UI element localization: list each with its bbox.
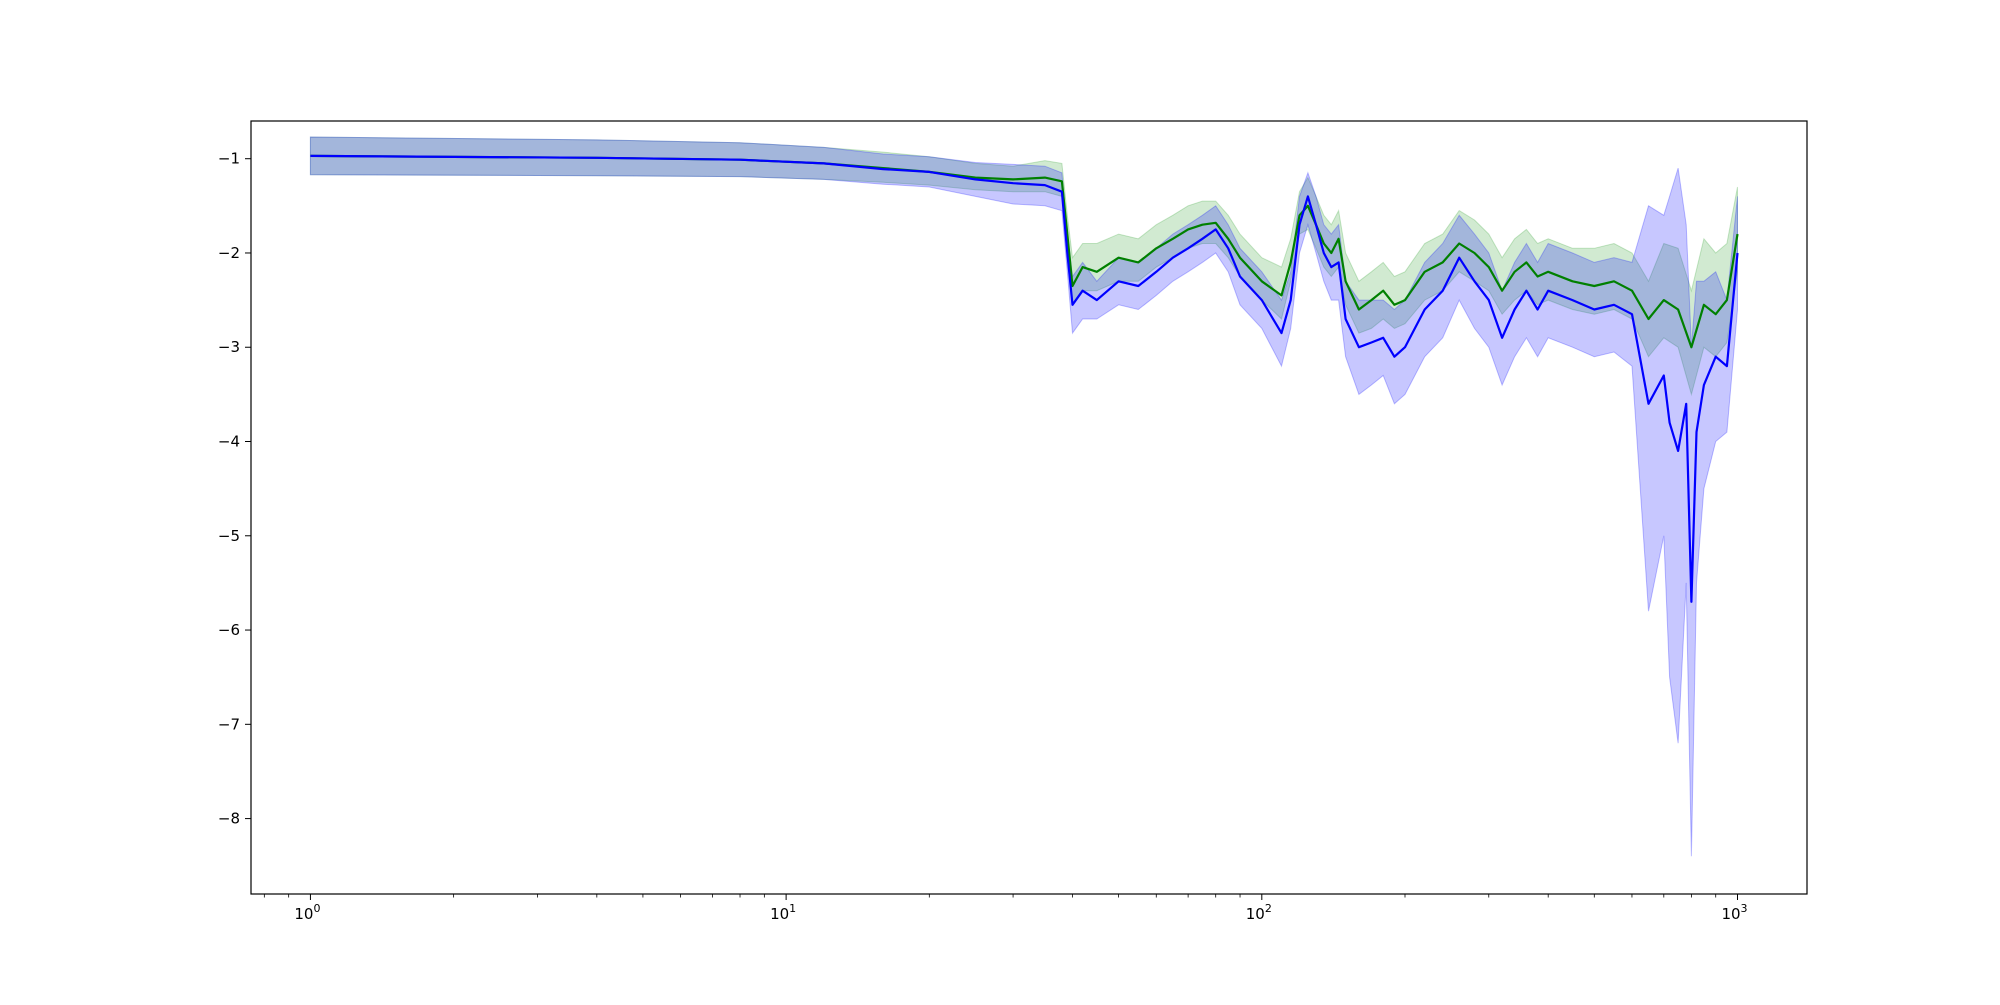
y-tick-label-1: −2 [218, 244, 240, 262]
y-axis: −1 −2 −3 −4 −5 −6 −7 −8 [218, 150, 251, 828]
y-tick-label-7: −8 [218, 810, 240, 828]
y-tick-label-4: −5 [218, 527, 240, 545]
series-0-line [310, 154, 1739, 349]
series-lines [310, 154, 1739, 603]
plot-frame [250, 120, 1808, 895]
series-1-line [310, 154, 1739, 603]
y-tick-label-0: −1 [218, 150, 240, 168]
confidence-bands [309, 136, 1738, 857]
y-tick-label-5: −6 [218, 621, 240, 639]
y-tick-label-3: −4 [218, 433, 240, 451]
y-tick-label-6: −7 [218, 715, 240, 733]
series-1-band [309, 136, 1738, 857]
y-tick-label-2: −3 [218, 338, 240, 356]
series-0-band [309, 136, 1738, 397]
